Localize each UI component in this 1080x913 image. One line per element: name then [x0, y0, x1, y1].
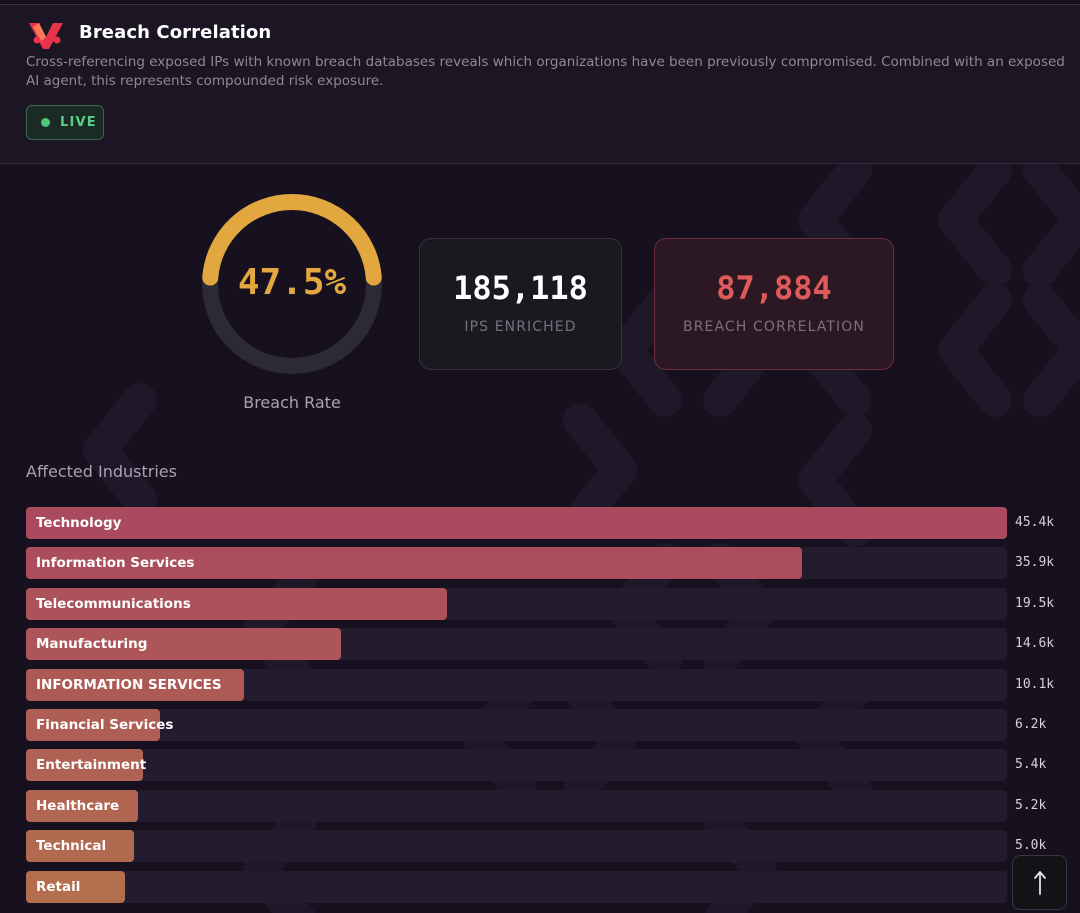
industry-bar-row: Healthcare 5.2k: [26, 789, 1080, 822]
industry-bar-label: Technology: [36, 515, 122, 531]
scroll-to-top-button[interactable]: [1012, 855, 1067, 910]
industry-bar-value: 19.5k: [1015, 595, 1055, 611]
breach-correlation-label: BREACH CORRELATION: [683, 319, 865, 335]
live-status-dot-icon: [41, 118, 50, 127]
industry-bar-label: Entertainment: [36, 757, 147, 774]
industry-bar-fill: [26, 668, 244, 701]
industry-bar-row: Telecommunications 19.5k: [26, 587, 1080, 620]
industry-bar-value: 5.2k: [1015, 797, 1047, 813]
industry-bar-track: [26, 830, 1007, 863]
industry-bar-label: Technical: [36, 838, 107, 855]
industry-bar-track: [26, 587, 1007, 620]
industry-bar-label: Financial Services: [36, 716, 174, 733]
industry-bar-label: Retail: [36, 878, 81, 895]
live-badge: LIVE: [26, 105, 104, 140]
industry-bar-track: [26, 870, 1007, 903]
industry-bar-value: 14.6k: [1015, 636, 1055, 652]
industry-bar-row: Information Services 35.9k: [26, 547, 1080, 580]
industry-bar-row: Entertainment 5.4k: [26, 749, 1080, 782]
industry-bar-fill: [26, 830, 134, 863]
industry-bar-row: Manufacturing 14.6k: [26, 628, 1080, 661]
industry-bar-track: [26, 789, 1007, 822]
page-title: Breach Correlation: [79, 22, 272, 43]
industry-bar-row: Financial Services 6.2k: [26, 708, 1080, 741]
gauge-progress-arc: [202, 194, 382, 286]
industry-bar-fill: [26, 708, 160, 741]
industry-bar-track: [26, 668, 1007, 701]
industry-bar-track: [26, 628, 1007, 661]
page-header: Breach Correlation Cross-referencing exp…: [0, 5, 1080, 164]
industry-bar-track: [26, 749, 1007, 782]
breach-correlation-value: 87,884: [716, 269, 832, 307]
top-divider: [0, 4, 1080, 5]
industry-bar-value: 5.0k: [1015, 838, 1047, 854]
industry-bar-value: 6.2k: [1015, 716, 1047, 732]
industry-bar-label: Telecommunications: [36, 595, 191, 612]
breach-rate-value: 47.5%: [237, 262, 347, 303]
arrow-up-icon: [1033, 870, 1046, 895]
industry-bar-track: [26, 507, 1007, 539]
ips-enriched-label: IPS ENRICHED: [464, 319, 577, 335]
industry-bar-row: Technology 45.4k: [26, 507, 1080, 539]
ips-enriched-card: 185,118 IPS ENRICHED: [419, 238, 622, 370]
industry-bar-track: [26, 708, 1007, 741]
industry-bar-list: Technology 45.4k Information Services 35.9k…: [26, 507, 1080, 911]
industry-bar-fill: [26, 507, 1007, 539]
industry-bar-fill: [26, 628, 341, 661]
industry-bar-value: 5.4k: [1015, 757, 1047, 773]
breach-rate-label: Breach Rate: [243, 393, 341, 412]
industry-bar-fill: [26, 789, 138, 822]
industry-bar-label: INFORMATION SERVICES: [36, 676, 222, 693]
affected-industries-title: Affected Industries: [26, 462, 177, 481]
live-badge-label: LIVE: [60, 115, 97, 130]
industry-bar-row: Retail: [26, 870, 1080, 903]
industry-bar-label: Healthcare: [36, 797, 120, 814]
industry-bar-label: Manufacturing: [36, 636, 148, 653]
industry-bar-value: 10.1k: [1015, 676, 1055, 692]
brand-logo-icon: [29, 23, 63, 49]
industry-bar-value: 45.4k: [1015, 515, 1055, 530]
industry-bar-row: Technical 5.0k: [26, 830, 1080, 863]
industry-bar-fill: [26, 870, 125, 903]
breach-rate-gauge: [202, 194, 382, 374]
industry-bar-fill: [26, 749, 143, 782]
industry-bar-value: 35.9k: [1015, 555, 1055, 571]
industry-bar-track: [26, 547, 1007, 580]
industry-bar-fill: [26, 587, 447, 620]
industry-bar-label: Information Services: [36, 555, 195, 572]
page-description: Cross-referencing exposed IPs with known…: [26, 54, 1065, 89]
industry-bar-row: INFORMATION SERVICES 10.1k: [26, 668, 1080, 701]
breach-correlation-card: 87,884 BREACH CORRELATION: [654, 238, 894, 370]
industry-bar-fill: [26, 547, 802, 580]
ips-enriched-value: 185,118: [453, 269, 588, 307]
